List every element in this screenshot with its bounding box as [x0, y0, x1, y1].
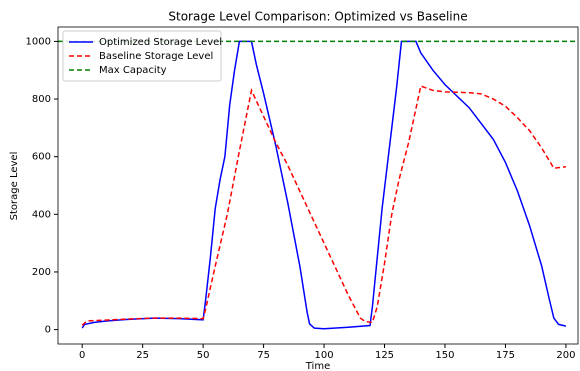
- x-tick-label: 150: [435, 350, 454, 361]
- legend-box: [62, 30, 222, 82]
- x-tick-label: 0: [79, 350, 85, 361]
- y-tick-label: 600: [32, 152, 51, 163]
- legend-label: Max Capacity: [99, 65, 167, 76]
- x-tick-label: 25: [136, 350, 149, 361]
- x-tick-label: 200: [556, 350, 575, 361]
- chart-title: Storage Level Comparison: Optimized vs B…: [168, 10, 467, 24]
- y-axis-label: Storage Level: [9, 152, 20, 221]
- y-tick-label: 1000: [26, 36, 51, 47]
- plot-frame: [57, 26, 579, 345]
- series-line: [81, 85, 566, 326]
- series-line: [81, 40, 567, 330]
- legend-label: Optimized Storage Level: [99, 37, 222, 48]
- y-tick-label: 200: [32, 267, 51, 278]
- y-tick-label: 0: [45, 325, 51, 336]
- legend-label: Baseline Storage Level: [99, 51, 213, 62]
- y-tick-label: 800: [32, 94, 51, 105]
- x-tick-label: 125: [375, 350, 394, 361]
- y-tick-label: 400: [32, 209, 51, 220]
- x-axis-label: Time: [305, 361, 330, 371]
- x-tick-label: 75: [257, 350, 270, 361]
- x-tick-label: 100: [314, 350, 333, 361]
- x-tick-label: 175: [496, 350, 515, 361]
- x-tick-label: 50: [197, 350, 210, 361]
